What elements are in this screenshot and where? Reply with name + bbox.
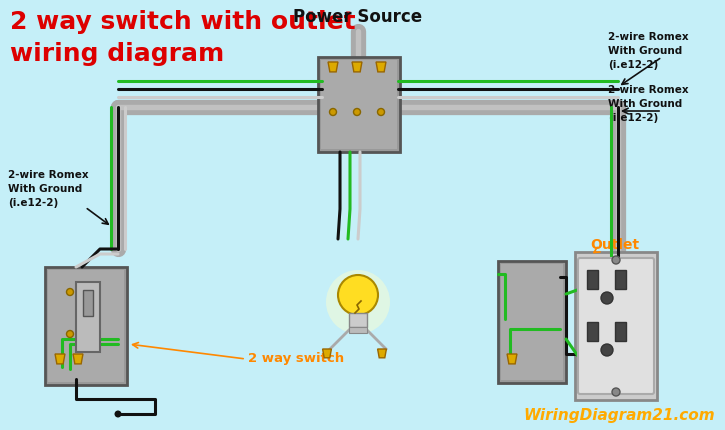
Circle shape <box>612 388 620 396</box>
Circle shape <box>326 270 390 334</box>
Text: Outlet: Outlet <box>590 237 639 252</box>
Bar <box>83 290 93 316</box>
Circle shape <box>329 109 336 116</box>
Bar <box>587 270 598 289</box>
Text: 2-wire Romex
With Ground
(i.e12-2): 2-wire Romex With Ground (i.e12-2) <box>608 32 689 70</box>
Polygon shape <box>378 349 386 358</box>
Circle shape <box>612 256 620 264</box>
Circle shape <box>67 331 73 338</box>
Bar <box>76 283 100 352</box>
Polygon shape <box>73 354 83 364</box>
Circle shape <box>338 275 378 315</box>
Bar <box>498 261 566 383</box>
Circle shape <box>378 109 384 116</box>
Bar <box>615 270 626 289</box>
Text: 2 way switch: 2 way switch <box>248 351 344 364</box>
Bar <box>321 61 397 150</box>
Polygon shape <box>328 63 338 73</box>
Circle shape <box>354 109 360 116</box>
Bar <box>587 322 598 341</box>
Polygon shape <box>352 63 362 73</box>
Bar <box>45 267 127 385</box>
Text: 2 way switch with outlet: 2 way switch with outlet <box>10 10 356 34</box>
Text: Power Source: Power Source <box>294 8 423 26</box>
Bar <box>501 264 563 380</box>
Bar <box>318 58 400 153</box>
Bar <box>575 252 657 400</box>
Circle shape <box>601 292 613 304</box>
FancyBboxPatch shape <box>578 258 654 394</box>
Circle shape <box>601 344 613 356</box>
Text: wiring diagram: wiring diagram <box>10 42 224 66</box>
Polygon shape <box>507 354 517 364</box>
Bar <box>349 313 367 327</box>
Text: 2-wire Romex
With Ground
(i.e12-2): 2-wire Romex With Ground (i.e12-2) <box>608 85 689 123</box>
Text: 2-wire Romex
With Ground
(i.e12-2): 2-wire Romex With Ground (i.e12-2) <box>8 169 88 208</box>
Text: WiringDiagram21.com: WiringDiagram21.com <box>523 407 715 422</box>
Polygon shape <box>55 354 65 364</box>
Bar <box>349 327 367 333</box>
Bar <box>615 322 626 341</box>
Circle shape <box>67 289 73 296</box>
Bar <box>48 270 124 382</box>
Circle shape <box>115 411 122 418</box>
Polygon shape <box>376 63 386 73</box>
Polygon shape <box>323 349 331 358</box>
